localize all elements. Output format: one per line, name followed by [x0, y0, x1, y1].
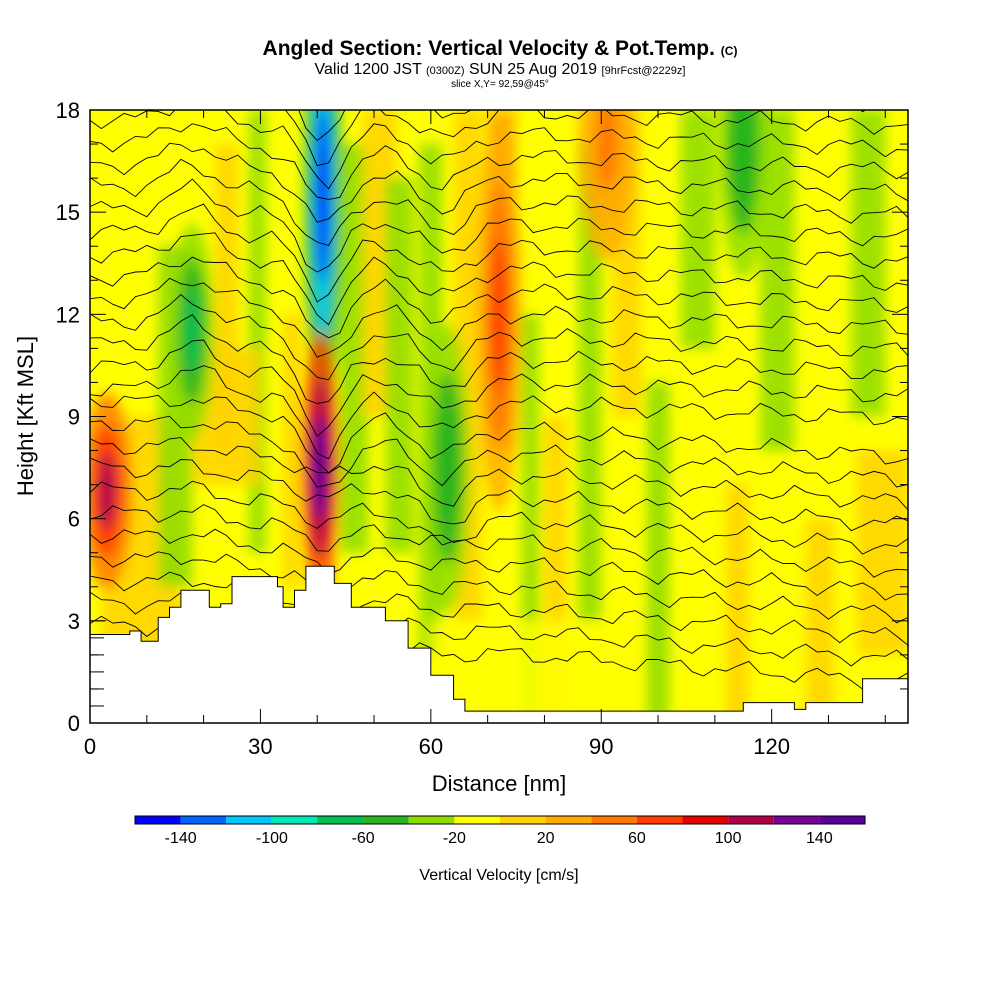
- colorbar-label: -60: [352, 830, 375, 847]
- colorbar-swatch: [408, 816, 455, 824]
- colorbar-swatch: [180, 816, 227, 824]
- colorbar-swatch: [591, 816, 637, 824]
- chart-subtitle: Valid 1200 JST (0300Z) SUN 25 Aug 2019 […: [314, 61, 686, 78]
- colorbar-label: 140: [806, 830, 833, 847]
- theta-contour: [90, 394, 908, 474]
- y-tick-label: 3: [68, 609, 80, 634]
- x-tick-label: 0: [84, 734, 96, 759]
- theta-contour: [90, 437, 908, 511]
- colorbar-title: Vertical Velocity [cm/s]: [419, 867, 578, 884]
- theta-contour: [90, 365, 908, 460]
- theta-contour: [90, 142, 908, 223]
- colorbar-swatch: [135, 816, 181, 824]
- colorbar-label: 20: [537, 830, 555, 847]
- colorbar-label: -140: [165, 830, 197, 847]
- colorbar-swatch: [545, 816, 592, 824]
- x-tick-label: 30: [248, 734, 272, 759]
- colorbar-swatch: [682, 816, 729, 824]
- chart-title: Angled Section: Vertical Velocity & Pot.…: [262, 37, 738, 60]
- colorbar-swatch: [636, 816, 683, 824]
- theta-contour: [90, 415, 908, 488]
- theta-contour: [90, 551, 908, 624]
- velocity-feature-core: [316, 110, 330, 283]
- colorbar-border: [134, 815, 866, 825]
- theta-contour: [90, 571, 908, 646]
- colorbar-label: 100: [715, 830, 742, 847]
- y-tick-label: 9: [68, 405, 80, 430]
- colorbar-swatch: [317, 816, 364, 824]
- velocity-feature-core: [313, 415, 327, 521]
- y-tick-label: 18: [56, 98, 80, 123]
- colorbar-swatch: [728, 816, 774, 824]
- x-tick-label: 120: [753, 734, 790, 759]
- theta-contour: [90, 480, 908, 555]
- y-axis: 0 3 6 9 12 15 18: [56, 98, 908, 736]
- x-axis-label: Distance [nm]: [432, 771, 567, 796]
- colorbar-swatch: [819, 816, 865, 824]
- y-tick-label: 12: [56, 302, 80, 327]
- y-tick-label: 15: [56, 200, 80, 225]
- colorbar: -140 -100 -60 -20 20 60 100 140: [134, 815, 866, 847]
- colorbar-label: -100: [256, 830, 288, 847]
- colorbar-swatch: [500, 816, 546, 824]
- x-axis: 0 30 60 90 120: [84, 110, 886, 759]
- x-tick-label: 60: [419, 734, 443, 759]
- theta-contour: [90, 158, 908, 247]
- theta-contour: [90, 123, 908, 200]
- theta-contour: [90, 528, 908, 601]
- x-tick-label: 90: [589, 734, 613, 759]
- velocity-feature-core: [184, 289, 200, 374]
- velocity-feature-core: [440, 411, 456, 524]
- colorbar-swatch: [226, 816, 272, 824]
- colorbar-swatch: [773, 816, 820, 824]
- title-block: Angled Section: Vertical Velocity & Pot.…: [0, 38, 1000, 91]
- colorbar-swatch: [363, 816, 409, 824]
- theta-contour: [90, 232, 908, 326]
- velocity-feature-core: [98, 452, 116, 530]
- colorbar-swatch: [271, 816, 318, 824]
- theta-contour: [90, 457, 908, 532]
- y-tick-label: 0: [68, 711, 80, 736]
- terrain-profile: [89, 565, 909, 724]
- theta-contour: [90, 504, 908, 578]
- theta-contour: [90, 339, 908, 438]
- theta-contour: [90, 277, 908, 358]
- colorbar-label: -20: [443, 830, 466, 847]
- velocity-feature-core: [734, 110, 753, 197]
- colorbar-swatch: [454, 816, 500, 824]
- theta-contour: [90, 178, 908, 273]
- slice-info: slice X,Y= 92,59@45°: [451, 79, 549, 90]
- potential-temperature-contours: [90, 110, 908, 690]
- velocity-feature-core: [597, 110, 617, 190]
- colorbar-label: 60: [628, 830, 646, 847]
- theta-contour: [90, 314, 908, 404]
- theta-contour: [90, 294, 908, 381]
- theta-contour: [90, 110, 908, 190]
- theta-contour: [90, 203, 908, 303]
- y-axis-label: Height [Kft MSL]: [13, 336, 38, 496]
- theta-contour: [90, 256, 908, 339]
- y-tick-label: 6: [68, 507, 80, 532]
